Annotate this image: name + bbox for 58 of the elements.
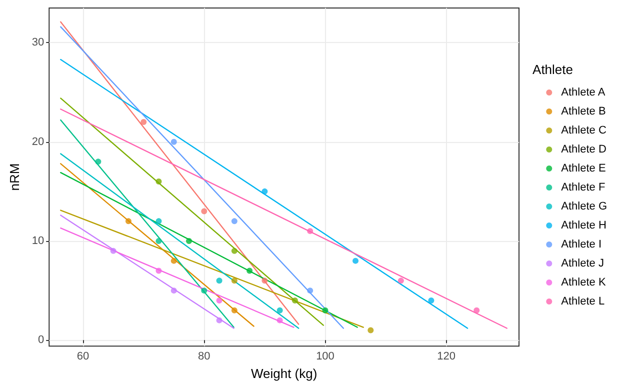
legend-label: Athlete A (561, 86, 606, 98)
point (156, 238, 162, 244)
y-tick-label: 20 (32, 136, 44, 148)
point (307, 228, 314, 234)
legend-label: Athlete B (561, 106, 606, 118)
point (246, 268, 253, 274)
point (307, 288, 314, 294)
legend-label: Athlete E (561, 162, 606, 174)
point (110, 248, 116, 254)
point (276, 307, 283, 314)
legend-label: Athlete L (561, 296, 605, 308)
y-tick-label: 10 (32, 235, 44, 247)
point (170, 138, 177, 145)
point (231, 248, 238, 254)
point (125, 218, 132, 224)
x-tick-label: 120 (437, 350, 456, 363)
point (156, 178, 162, 185)
point (216, 297, 222, 304)
point (140, 119, 147, 126)
point (216, 317, 222, 324)
point (428, 297, 434, 304)
legend-label: Athlete K (561, 276, 606, 288)
legend-label: Athlete G (561, 200, 607, 212)
legend-label: Athlete I (561, 238, 602, 250)
point (201, 288, 208, 294)
point (474, 307, 480, 314)
y-axis-title: nRM (7, 163, 22, 191)
point (186, 238, 192, 244)
point (156, 218, 162, 224)
legend-title: Athlete (532, 62, 574, 77)
point (352, 258, 359, 264)
point (170, 288, 177, 294)
legend-label: Athlete D (561, 144, 606, 156)
legend-label: Athlete F (561, 182, 606, 194)
point (231, 278, 238, 284)
x-tick-label: 60 (76, 350, 90, 363)
point (276, 317, 283, 324)
point (368, 327, 374, 334)
x-tick-label: 100 (316, 350, 334, 363)
point (156, 268, 162, 274)
point (201, 208, 208, 214)
point (262, 278, 268, 284)
x-axis-title: Weight (kg) (250, 366, 318, 381)
legend-label: Athlete C (561, 124, 606, 136)
y-tick-label: 30 (32, 36, 44, 49)
point (398, 278, 404, 284)
point (231, 307, 238, 314)
legend-label: Athlete J (561, 258, 604, 270)
point (292, 297, 298, 304)
point (216, 278, 222, 284)
point (170, 258, 177, 264)
legend-label: Athlete H (561, 220, 606, 232)
point (262, 188, 268, 194)
point (322, 307, 328, 314)
point (231, 218, 238, 224)
y-tick-label: 0 (38, 334, 44, 346)
point (95, 158, 102, 165)
x-tick-label: 80 (198, 350, 210, 363)
